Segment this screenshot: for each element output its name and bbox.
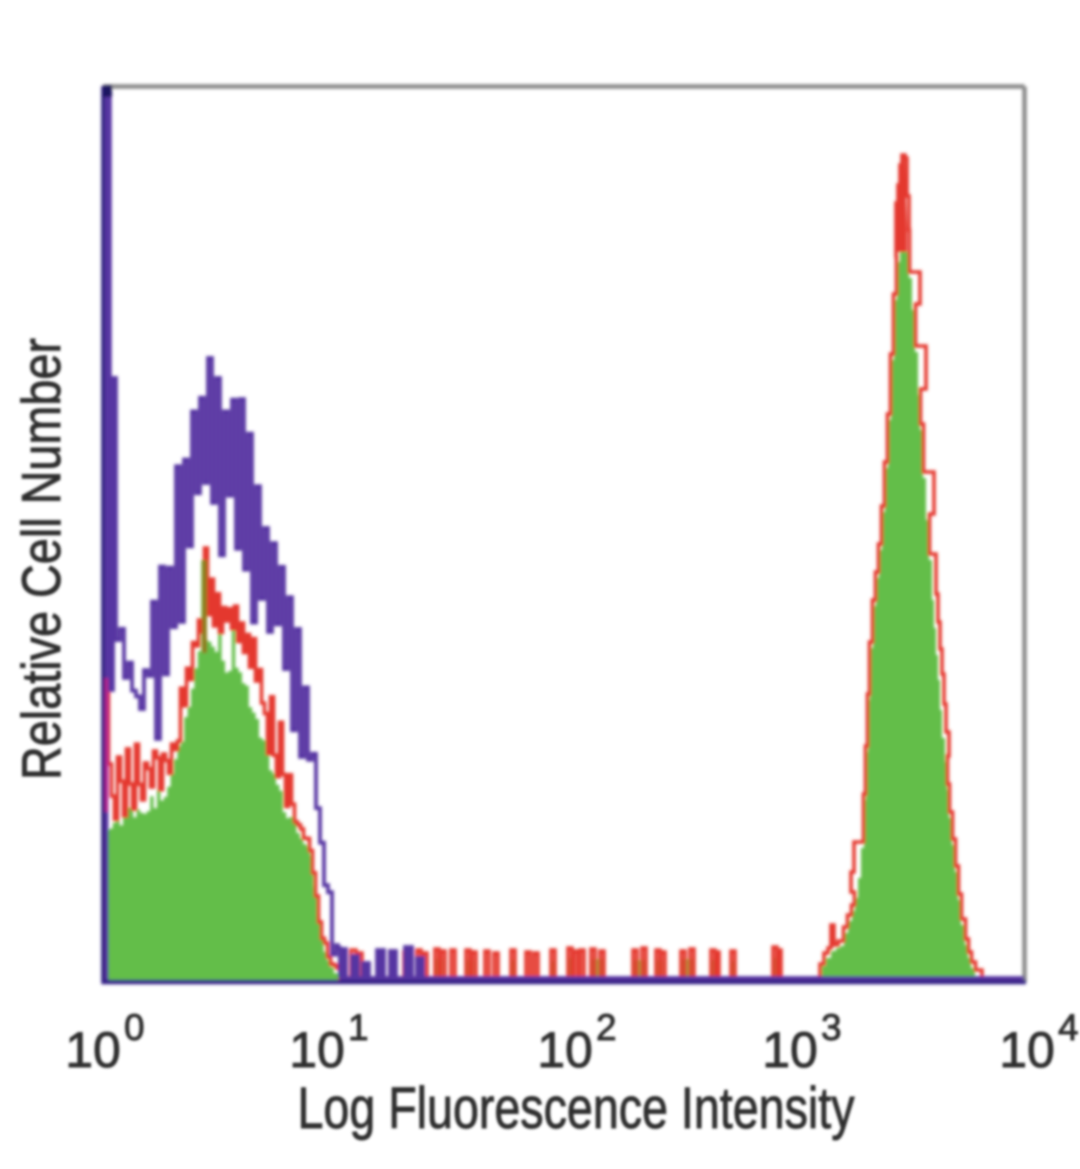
svg-text:3: 3 <box>821 1007 842 1048</box>
svg-text:10: 10 <box>537 1022 593 1078</box>
svg-text:10: 10 <box>289 1022 345 1078</box>
svg-text:4: 4 <box>1058 1007 1079 1048</box>
svg-text:10: 10 <box>762 1022 818 1078</box>
svg-text:10: 10 <box>65 1022 121 1078</box>
svg-text:2: 2 <box>596 1007 617 1048</box>
svg-text:0: 0 <box>124 1007 145 1048</box>
svg-text:1: 1 <box>348 1007 369 1048</box>
svg-text:Relative Cell Number: Relative Cell Number <box>10 338 72 780</box>
svg-text:10: 10 <box>999 1022 1055 1078</box>
svg-text:Log Fluorescence Intensity: Log Fluorescence Intensity <box>298 1076 855 1141</box>
